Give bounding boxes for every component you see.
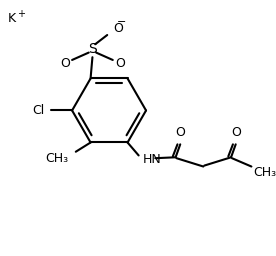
- Text: HN: HN: [142, 153, 161, 166]
- Text: CH₃: CH₃: [253, 166, 276, 179]
- Text: S: S: [88, 42, 97, 56]
- Text: O: O: [115, 57, 125, 70]
- Text: O: O: [175, 126, 185, 139]
- Text: +: +: [17, 9, 25, 19]
- Text: O: O: [231, 126, 241, 139]
- Text: K: K: [7, 12, 15, 25]
- Text: Cl: Cl: [32, 104, 44, 117]
- Text: O: O: [60, 57, 70, 70]
- Text: O: O: [113, 22, 123, 35]
- Text: CH₃: CH₃: [45, 152, 68, 165]
- Text: −: −: [117, 17, 127, 27]
